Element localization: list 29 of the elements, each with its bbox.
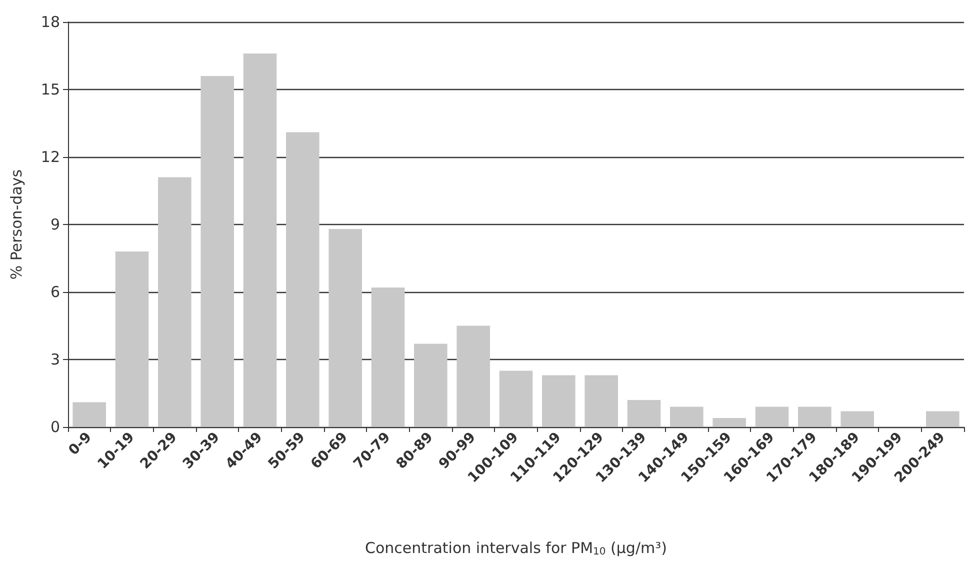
y-tick-label: 15 <box>40 80 60 98</box>
bar <box>926 411 960 427</box>
y-tick-label: 6 <box>50 283 60 301</box>
y-tick-label: 9 <box>50 216 60 234</box>
bar <box>542 375 576 427</box>
y-tick-label: 18 <box>40 13 60 31</box>
bar <box>456 326 490 427</box>
bar <box>115 252 149 427</box>
bar <box>328 229 362 427</box>
bar <box>243 54 277 427</box>
bar <box>712 418 746 427</box>
bar <box>798 406 832 427</box>
bar <box>371 288 405 427</box>
bar <box>840 411 874 427</box>
bar <box>158 177 192 427</box>
bar <box>200 76 234 427</box>
bar <box>670 406 704 427</box>
x-tick-label: 0-9 <box>66 429 95 459</box>
y-tick-label: 0 <box>50 418 60 436</box>
y-tick-label: 12 <box>40 148 60 166</box>
bar <box>414 344 448 427</box>
bar <box>72 402 106 427</box>
bar <box>755 406 789 427</box>
bar <box>286 132 320 427</box>
bar <box>499 370 533 427</box>
y-axis-title: % Person-days <box>8 169 26 280</box>
bar <box>627 400 661 427</box>
y-tick-label: 3 <box>50 350 60 368</box>
bar <box>584 375 618 427</box>
